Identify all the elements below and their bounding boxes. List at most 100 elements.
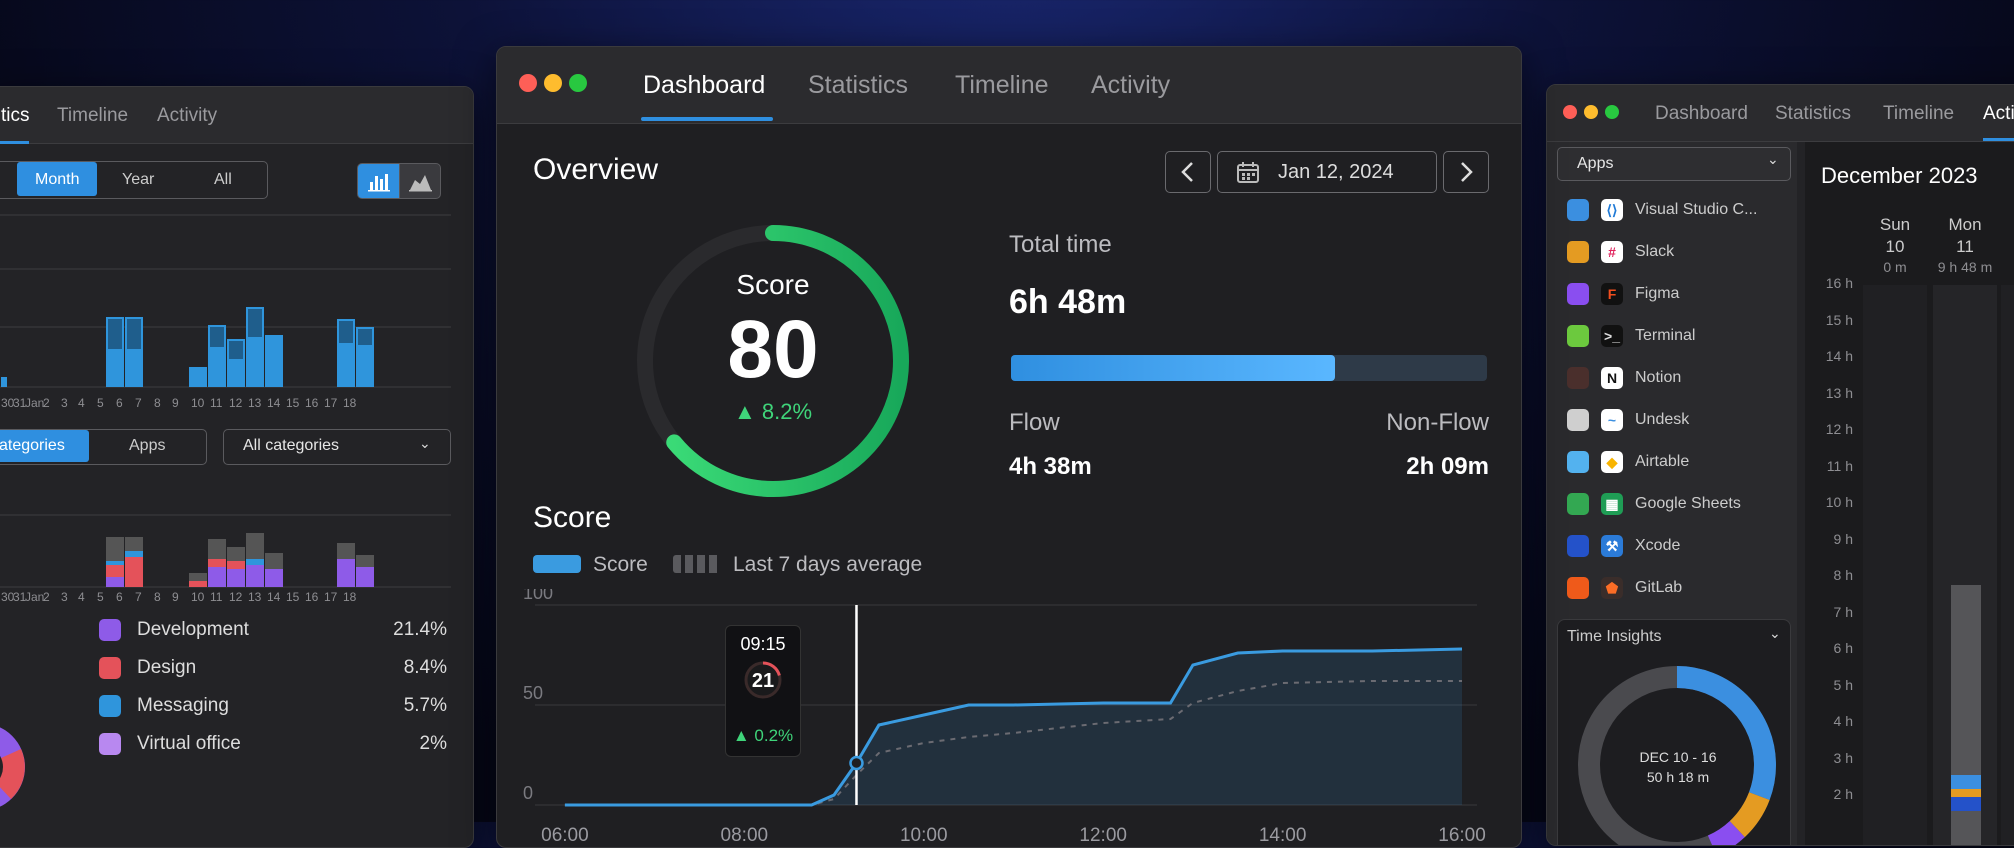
- zoom-window-button[interactable]: [1605, 105, 1619, 119]
- app-color-swatch[interactable]: [1567, 577, 1589, 599]
- app-color-swatch[interactable]: [1567, 199, 1589, 221]
- app-name[interactable]: Undesk: [1635, 411, 1690, 428]
- legend-name: Development: [137, 619, 249, 640]
- tab-activity[interactable]: Activity: [157, 105, 218, 126]
- x-tick-label: 16: [305, 590, 319, 604]
- prev-day-button[interactable]: [1165, 151, 1211, 193]
- apps-select[interactable]: [1557, 147, 1791, 181]
- x-tick-label: 8: [154, 396, 161, 410]
- app-color-swatch[interactable]: [1567, 241, 1589, 263]
- legend-name: Design: [137, 657, 197, 678]
- app-color-swatch[interactable]: [1567, 409, 1589, 431]
- x-tick-label: 9: [172, 590, 179, 604]
- range-year-button[interactable]: Year: [122, 171, 155, 188]
- x-tick-label: 2: [43, 396, 50, 410]
- app-color-swatch[interactable]: [1567, 325, 1589, 347]
- y-tick-label: 50: [523, 683, 543, 703]
- app-name[interactable]: Airtable: [1635, 453, 1690, 470]
- close-window-button[interactable]: [519, 74, 537, 92]
- right-titlebar: [1547, 85, 2014, 142]
- x-tick-label: 08:00: [721, 825, 769, 846]
- zoom-window-button[interactable]: [569, 74, 587, 92]
- legend-swatch: [99, 733, 121, 755]
- hour-label: 15 h: [1825, 311, 1853, 328]
- chevron-down-icon[interactable]: ⌄: [1769, 625, 1781, 641]
- app-name[interactable]: Slack: [1635, 243, 1675, 260]
- next-day-button[interactable]: [1443, 151, 1489, 193]
- apps-select-value: Apps: [1577, 155, 1614, 172]
- area-view-button[interactable]: [399, 163, 441, 199]
- x-tick-label: 30: [1, 396, 15, 410]
- app-name[interactable]: Xcode: [1635, 537, 1681, 554]
- minimize-window-button[interactable]: [1584, 105, 1598, 119]
- app-color-swatch[interactable]: [1567, 283, 1589, 305]
- x-tick-label: 31: [13, 396, 27, 410]
- legend-swatch: [99, 695, 121, 717]
- categories-toggle-button[interactable]: [0, 430, 89, 462]
- day-name: Mon: [1948, 215, 1982, 234]
- app-name[interactable]: Notion: [1635, 369, 1682, 386]
- date-picker[interactable]: Jan 12, 2024: [1217, 151, 1437, 193]
- close-window-button[interactable]: [1563, 105, 1577, 119]
- day-total: 0 m: [1883, 259, 1907, 275]
- legend-score-label: Score: [593, 553, 648, 576]
- category-select[interactable]: [223, 429, 451, 465]
- nonflow-value: 2h 09m: [1406, 453, 1489, 480]
- app-name[interactable]: GitLab: [1635, 579, 1683, 596]
- legend-percent: 8.4%: [403, 657, 447, 678]
- x-tick-label: 12: [229, 590, 243, 604]
- tab-statistics[interactable]: Statistics: [1775, 103, 1852, 124]
- hour-label: 8 h: [1833, 567, 1853, 583]
- app-name[interactable]: Terminal: [1635, 327, 1696, 344]
- tab-activity[interactable]: Activity: [1091, 71, 1171, 99]
- x-tick-label: 12: [229, 396, 243, 410]
- app-color-swatch[interactable]: [1567, 367, 1589, 389]
- app-name[interactable]: Google Sheets: [1635, 495, 1741, 512]
- active-tab-underline: [1983, 138, 2014, 141]
- legend-name: Messaging: [137, 695, 229, 716]
- tab-statistics[interactable]: Statistics: [808, 71, 909, 99]
- tab-dashboard[interactable]: Dashboard: [643, 71, 766, 99]
- app-name[interactable]: Visual Studio C...: [1635, 201, 1758, 218]
- vscode-icon: ⟨⟩: [1601, 199, 1623, 221]
- app-color-swatch[interactable]: [1567, 493, 1589, 515]
- x-tick-label: 18: [343, 396, 357, 410]
- tab-timeline[interactable]: Timeline: [57, 105, 129, 126]
- score-ring: [637, 225, 909, 497]
- x-tick-label: 13: [248, 396, 262, 410]
- x-tick-label: 30: [1, 590, 15, 604]
- range-all-button[interactable]: All: [214, 171, 232, 188]
- x-tick-label: 16:00: [1438, 825, 1486, 846]
- nonflow-label: Non-Flow: [1386, 409, 1489, 436]
- tab-dashboard[interactable]: Dashboard: [1655, 103, 1748, 124]
- donut-range-label: DEC 10 - 16: [1639, 749, 1717, 765]
- x-tick-label: 31: [13, 590, 27, 604]
- sheets-icon: ▦: [1601, 493, 1623, 515]
- day-number: 10: [1885, 237, 1905, 256]
- hour-label: 13 h: [1825, 384, 1853, 401]
- hour-label: 4 h: [1833, 713, 1853, 729]
- app-color-swatch[interactable]: [1567, 451, 1589, 473]
- x-tick-label: 10: [191, 590, 205, 604]
- app-name[interactable]: Figma: [1635, 285, 1680, 302]
- x-tick-label: Jan: [25, 590, 44, 604]
- app-color-swatch[interactable]: [1567, 535, 1589, 557]
- tab-activity[interactable]: Activi: [1983, 103, 2014, 124]
- tab-timeline[interactable]: Timeline: [1883, 103, 1955, 124]
- hour-label: 14 h: [1825, 348, 1853, 364]
- x-tick-label: 16: [305, 396, 319, 410]
- total-time-value: 6h 48m: [1009, 283, 1127, 321]
- score-section-title: Score: [533, 501, 612, 534]
- apps-toggle-button[interactable]: Apps: [129, 437, 166, 454]
- minimize-window-button[interactable]: [544, 74, 562, 92]
- range-month-button[interactable]: [17, 162, 97, 196]
- bar-view-button[interactable]: [357, 163, 401, 199]
- x-tick-label: 4: [78, 590, 85, 604]
- tab-timeline[interactable]: Timeline: [955, 71, 1049, 99]
- flow-progress-fill: [1011, 355, 1335, 381]
- hour-label: 7 h: [1833, 603, 1853, 620]
- tab-statistics[interactable]: tics: [1, 105, 30, 126]
